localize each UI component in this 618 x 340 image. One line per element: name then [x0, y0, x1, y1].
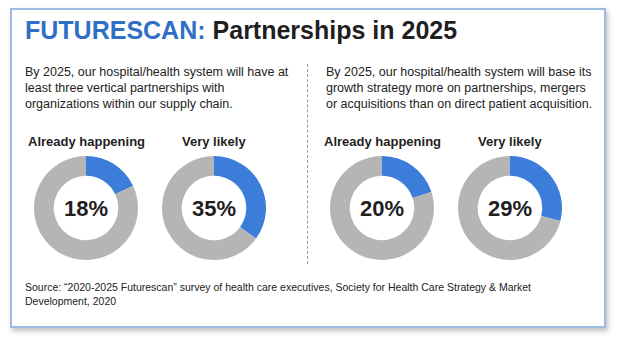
html-text:By 2025, our hospital/health s: By 2025, our hospital/health system will…: [326, 65, 593, 111]
svg-text:Already happening: Already happening: [28, 134, 145, 149]
svg-text:Very likely: Very likely: [478, 134, 542, 149]
html-text:Source: “2020-2025 Futurescan”: Source: “2020-2025 Futurescan” survey of…: [25, 281, 531, 307]
html-text:FUTURESCAN: Partnerships in 20: FUTURESCAN: Partnerships in 2025: [25, 16, 458, 44]
svg-text:35%: 35%: [192, 196, 236, 221]
svg-text:18%: 18%: [64, 196, 108, 221]
svg-text:20%: 20%: [360, 196, 404, 221]
svg-text:Already happening: Already happening: [324, 134, 441, 149]
html-text:By 2025, our hospital/health s: By 2025, our hospital/health system will…: [25, 65, 289, 111]
svg-text:Very likely: Very likely: [182, 134, 246, 149]
svg-text:29%: 29%: [488, 196, 532, 221]
